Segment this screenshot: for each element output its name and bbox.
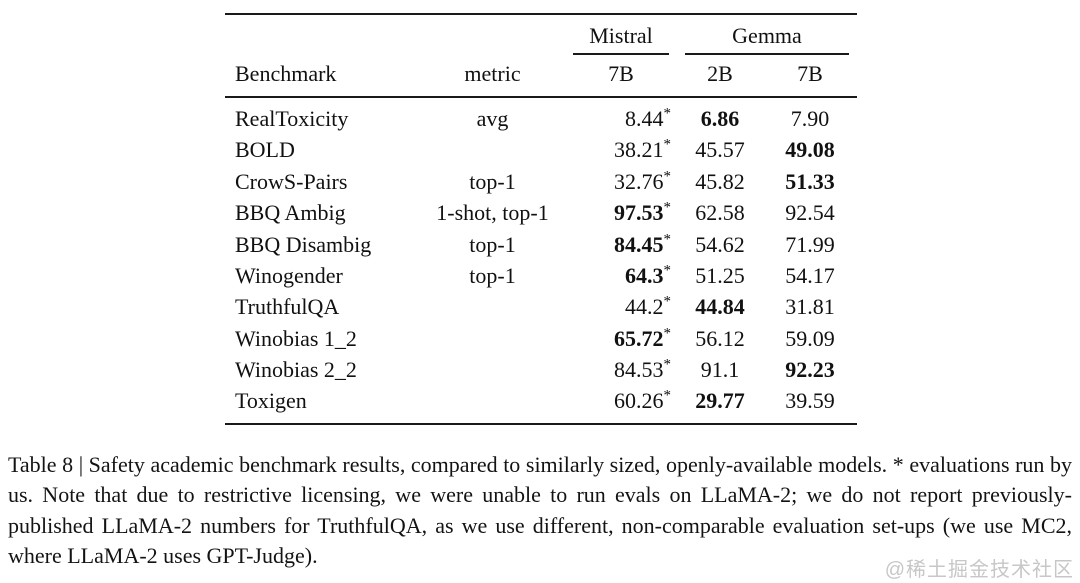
value-mistral-7b: 64.3*	[625, 262, 671, 288]
benchmark-name: BBQ Ambig	[235, 200, 346, 226]
group-header-mistral: Mistral	[589, 23, 653, 48]
benchmark-table-container: Mistral Gemma Benchmark metric 7B 2B 7B …	[225, 13, 857, 425]
table-row-bbq-ambig: BBQ Ambig 1-shot, top-1 97.53* 62.58 92.…	[225, 198, 857, 229]
cmidrule-row	[225, 53, 857, 55]
value-gemma-2b: 62.58	[695, 200, 745, 226]
asterisk: *	[663, 262, 671, 279]
value-gemma-2b: 6.86	[700, 106, 740, 131]
benchmark-name: RealToxicity	[235, 106, 349, 131]
table-row-bbq-disambig: BBQ Disambig top-1 84.45* 54.62 71.99	[225, 229, 857, 260]
metric-value	[420, 386, 565, 424]
col-header-mistral-7b: 7B	[565, 55, 677, 98]
metric-value: top-1	[469, 262, 516, 288]
metric-value	[420, 354, 565, 385]
metric-value	[420, 323, 565, 354]
metric-value: top-1	[469, 231, 516, 257]
benchmark-name: TruthfulQA	[235, 294, 340, 320]
table-row-truthfulqa: TruthfulQA 44.2* 44.84 31.81	[225, 292, 857, 323]
metric-value	[420, 135, 565, 166]
value-gemma-7b: 92.54	[785, 200, 835, 226]
asterisk: *	[663, 388, 671, 405]
asterisk: *	[663, 105, 671, 122]
value-gemma-2b: 29.77	[695, 388, 745, 414]
value-mistral-7b: 65.72*	[614, 325, 671, 351]
value-mistral-7b: 32.76*	[614, 168, 671, 194]
metric-value: top-1	[469, 168, 516, 194]
value-mistral-7b: 97.53*	[614, 199, 671, 226]
value-gemma-7b: 51.33	[785, 168, 835, 194]
value-gemma-7b: 31.81	[785, 294, 835, 320]
value-gemma-2b: 56.12	[695, 325, 745, 351]
mistral-cmidrule	[573, 53, 669, 55]
value-mistral-7b: 84.53*	[614, 356, 671, 382]
benchmark-name: CrowS-Pairs	[235, 168, 348, 194]
value-gemma-2b: 45.82	[695, 168, 745, 194]
table-row-winobias-2-2: Winobias 2_2 84.53* 91.1 92.23	[225, 354, 857, 385]
table-caption: Table 8 | Safety academic benchmark resu…	[8, 451, 1072, 568]
table-row-winobias-1-2: Winobias 1_2 65.72* 56.12 59.09	[225, 323, 857, 354]
col-header-metric: metric	[420, 55, 565, 98]
value-gemma-7b: 39.59	[785, 388, 835, 414]
group-header-spacer	[225, 14, 565, 53]
asterisk: *	[663, 168, 671, 185]
value-gemma-7b: 92.23	[785, 357, 835, 382]
asterisk: *	[663, 356, 671, 373]
watermark: @稀土掘金技术社区	[884, 559, 1074, 581]
value-gemma-7b: 54.17	[785, 262, 835, 288]
benchmark-name: Winobias 1_2	[235, 325, 357, 351]
metric-value: avg	[476, 106, 509, 131]
table-row-bold: BOLD 38.21* 45.57 49.08	[225, 135, 857, 166]
value-mistral-7b: 38.21*	[614, 137, 671, 163]
benchmark-name: Winogender	[235, 262, 343, 288]
value-gemma-7b: 59.09	[785, 325, 835, 351]
asterisk: *	[663, 231, 671, 248]
gemma-cmidrule	[685, 53, 849, 55]
asterisk: *	[663, 137, 671, 154]
value-gemma-2b: 45.57	[695, 137, 745, 163]
asterisk: *	[663, 325, 671, 342]
table-row-toxigen: Toxigen 60.26* 29.77 39.59	[225, 386, 857, 424]
value-mistral-7b: 84.45*	[614, 231, 671, 257]
benchmark-name: BBQ Disambig	[235, 231, 372, 257]
table-row-crows-pairs: CrowS-Pairs top-1 32.76* 45.82 51.33	[225, 166, 857, 197]
value-mistral-7b: 44.2*	[625, 293, 671, 320]
benchmark-table: Mistral Gemma Benchmark metric 7B 2B 7B …	[225, 13, 857, 425]
table-row-realtoxicity: RealToxicity avg 8.44* 6.86 7.90	[225, 97, 857, 135]
table-row-winogender: Winogender top-1 64.3* 51.25 54.17	[225, 260, 857, 291]
benchmark-name: Winobias 2_2	[235, 357, 357, 382]
value-gemma-7b: 49.08	[785, 137, 835, 163]
benchmark-name: BOLD	[235, 137, 295, 163]
col-header-gemma-7b: 7B	[763, 55, 857, 98]
value-mistral-7b: 8.44*	[625, 105, 671, 131]
value-gemma-2b: 54.62	[695, 231, 745, 257]
metric-value: 1-shot, top-1	[436, 200, 549, 226]
value-gemma-2b: 91.1	[700, 357, 740, 382]
value-gemma-2b: 51.25	[695, 262, 745, 288]
asterisk: *	[663, 293, 671, 310]
col-header-gemma-2b: 2B	[677, 55, 763, 98]
benchmark-name: Toxigen	[235, 388, 307, 414]
value-gemma-7b: 71.99	[785, 231, 835, 257]
value-gemma-2b: 44.84	[695, 294, 745, 320]
column-header-row: Benchmark metric 7B 2B 7B	[225, 55, 857, 98]
asterisk: *	[663, 199, 671, 216]
group-header-gemma: Gemma	[732, 23, 802, 48]
col-header-benchmark: Benchmark	[225, 55, 420, 98]
value-mistral-7b: 60.26*	[614, 388, 671, 414]
model-group-header-row: Mistral Gemma	[225, 14, 857, 53]
value-gemma-7b: 7.90	[790, 106, 830, 131]
metric-value	[420, 292, 565, 323]
